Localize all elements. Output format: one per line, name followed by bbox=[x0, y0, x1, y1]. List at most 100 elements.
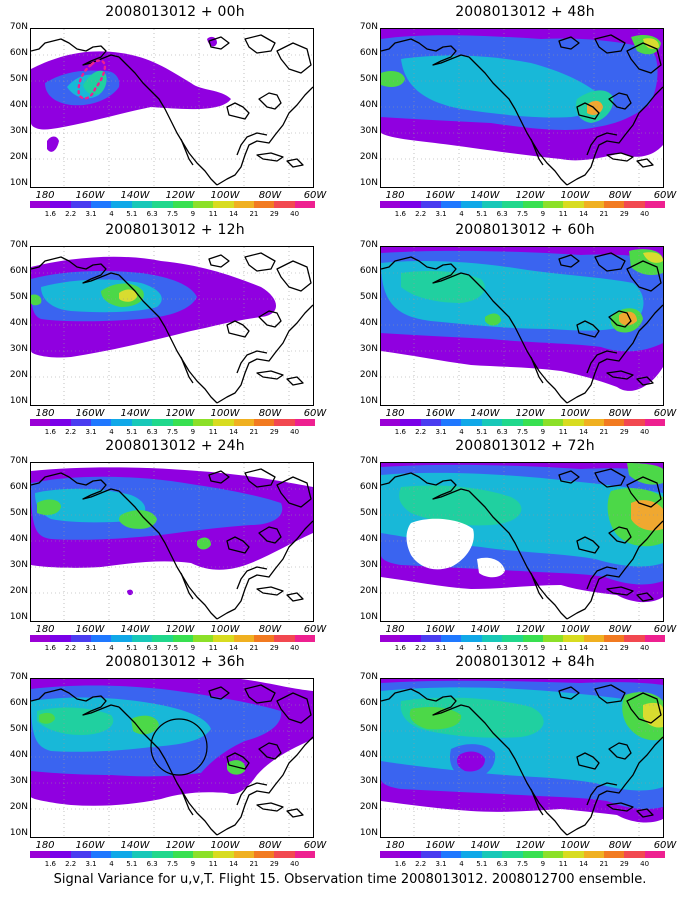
colorbar bbox=[30, 635, 316, 642]
lat-label: 40N bbox=[9, 750, 28, 760]
lat-label: 20N bbox=[359, 586, 378, 596]
lat-label: 10N bbox=[9, 828, 28, 838]
colorbar-label: 14 bbox=[229, 428, 239, 436]
lon-label: 80W bbox=[608, 840, 632, 851]
colorbar-swatch bbox=[91, 635, 112, 642]
variance-map bbox=[30, 462, 314, 622]
colorbar-label: 40 bbox=[640, 428, 650, 436]
colorbar-swatch bbox=[253, 635, 275, 642]
colorbar-swatch bbox=[253, 851, 275, 858]
colorbar-swatch bbox=[502, 201, 523, 208]
variance-map bbox=[380, 462, 664, 622]
colorbar-label: 1.6 bbox=[44, 644, 56, 652]
panel-title: 2008013012 + 60h bbox=[455, 222, 595, 238]
colorbar-label: 3.1 bbox=[85, 644, 97, 652]
colorbar-swatch bbox=[253, 419, 275, 426]
colorbar-label: 4 bbox=[459, 210, 464, 218]
colorbar-label: 11 bbox=[558, 644, 568, 652]
colorbar-label: 4 bbox=[459, 644, 464, 652]
panel-title: 2008013012 + 72h bbox=[455, 438, 595, 454]
lon-label: 80W bbox=[258, 624, 282, 635]
colorbar-label: 7.5 bbox=[166, 210, 179, 218]
colorbar-swatch bbox=[111, 851, 132, 858]
colorbar-swatch bbox=[91, 201, 112, 208]
colorbar-label: 29 bbox=[619, 644, 629, 652]
colorbar-label: 11 bbox=[208, 860, 218, 868]
lat-label: 70N bbox=[9, 672, 28, 682]
colorbar-swatch bbox=[380, 419, 401, 426]
colorbar-swatch bbox=[624, 201, 645, 208]
colorbar-swatch bbox=[70, 201, 92, 208]
colorbar-label: 11 bbox=[208, 210, 218, 218]
lon-label: 140W bbox=[470, 408, 500, 419]
colorbar-swatch bbox=[481, 201, 503, 208]
colorbar-swatch bbox=[441, 419, 462, 426]
variance-map bbox=[380, 678, 664, 838]
lat-label: 50N bbox=[359, 508, 378, 518]
colorbar-label: 7.5 bbox=[166, 428, 179, 436]
colorbar-label: 7.5 bbox=[516, 428, 529, 436]
colorbar-swatch bbox=[522, 419, 543, 426]
colorbar-swatch bbox=[400, 635, 421, 642]
lat-label: 20N bbox=[359, 370, 378, 380]
colorbar-swatch bbox=[131, 201, 153, 208]
variance-map bbox=[30, 678, 314, 838]
lat-label: 30N bbox=[9, 560, 28, 570]
lon-label: 80W bbox=[608, 190, 632, 201]
colorbar-label: 21 bbox=[599, 428, 609, 436]
lat-label: 10N bbox=[359, 178, 378, 188]
colorbar-swatch bbox=[522, 851, 543, 858]
colorbar-label: 40 bbox=[290, 644, 300, 652]
colorbar-swatch bbox=[481, 635, 503, 642]
colorbar-label: 29 bbox=[269, 428, 279, 436]
lon-label: 120W bbox=[165, 840, 195, 851]
lon-label: 60W bbox=[653, 408, 677, 419]
colorbar-swatch bbox=[172, 635, 193, 642]
lon-label: 100W bbox=[210, 190, 240, 201]
colorbar-label: 21 bbox=[249, 860, 259, 868]
colorbar-label: 9 bbox=[540, 860, 546, 868]
colorbar-swatch bbox=[50, 201, 71, 208]
lat-label: 70N bbox=[359, 240, 378, 250]
colorbar-label: 9 bbox=[540, 210, 546, 218]
lat-label: 40N bbox=[9, 534, 28, 544]
colorbar-swatch bbox=[481, 851, 503, 858]
colorbar-label: 6.3 bbox=[496, 644, 508, 652]
colorbar-label: 21 bbox=[599, 644, 609, 652]
lat-label: 70N bbox=[9, 456, 28, 466]
colorbar-swatch bbox=[233, 201, 254, 208]
colorbar-label: 5.1 bbox=[126, 644, 138, 652]
colorbar-swatch bbox=[380, 635, 401, 642]
colorbar-swatch bbox=[91, 851, 112, 858]
colorbar-label: 1.6 bbox=[44, 860, 56, 868]
colorbar-swatch bbox=[563, 851, 584, 858]
colorbar-label: 40 bbox=[640, 860, 650, 868]
colorbar-label: 1.6 bbox=[394, 644, 406, 652]
colorbar-swatch bbox=[192, 419, 214, 426]
colorbar-swatch bbox=[70, 851, 92, 858]
colorbar-label: 1.6 bbox=[394, 428, 406, 436]
lat-label: 20N bbox=[9, 586, 28, 596]
colorbar-swatch bbox=[583, 201, 604, 208]
colorbar-label: 3.1 bbox=[85, 210, 97, 218]
colorbar-label: 5.1 bbox=[476, 210, 488, 218]
colorbar-swatch bbox=[253, 201, 275, 208]
lat-label: 50N bbox=[359, 292, 378, 302]
lat-label: 60N bbox=[9, 266, 28, 276]
colorbar-swatch bbox=[213, 201, 234, 208]
colorbar-swatch bbox=[274, 419, 295, 426]
colorbar-swatch bbox=[70, 635, 92, 642]
colorbar-label: 4 bbox=[459, 860, 464, 868]
colorbar-label: 3.1 bbox=[85, 428, 97, 436]
lon-label: 100W bbox=[210, 408, 240, 419]
lat-label: 70N bbox=[359, 22, 378, 32]
colorbar-label: 7.5 bbox=[516, 860, 529, 868]
map-panel: 2008013012 + 84h 70N 60N 50N 40N 30N 20N 10N 180… bbox=[350, 650, 700, 870]
lat-label: 50N bbox=[9, 508, 28, 518]
lon-label: 160W bbox=[75, 190, 105, 201]
colorbar-label: 1.6 bbox=[394, 210, 406, 218]
colorbar-label: 29 bbox=[269, 644, 279, 652]
colorbar bbox=[30, 851, 316, 858]
colorbar-swatch bbox=[644, 419, 666, 426]
colorbar-swatch bbox=[274, 851, 295, 858]
